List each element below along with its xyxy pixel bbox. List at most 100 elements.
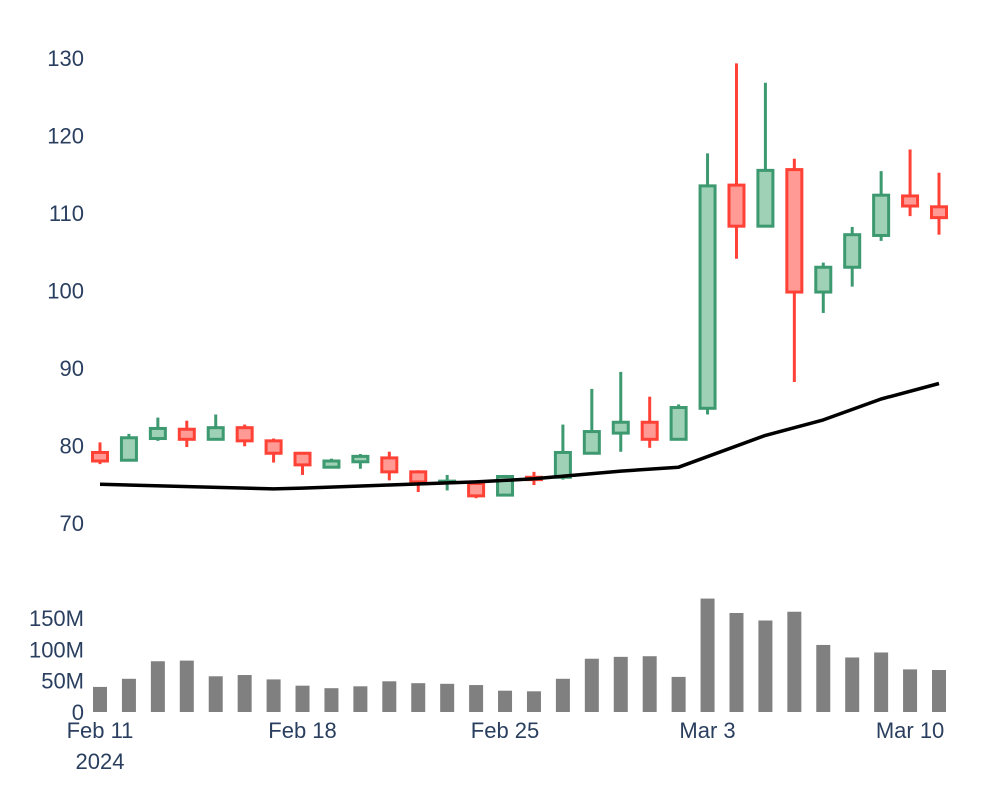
candle-body [843,233,862,269]
volume-y-tick-label: 100M [29,637,84,662]
volume-bar [353,686,368,712]
candle-body [930,205,948,220]
candle [814,262,833,313]
x-axis: Feb 11 2024 Feb 18 Feb 25 Mar 3 Mar 10 [67,718,945,774]
candle [206,414,225,441]
price-y-tick-label: 80 [60,434,84,459]
candle-body [206,426,225,441]
candle [727,63,746,259]
candle [843,226,862,287]
price-y-tick-label: 70 [60,511,84,536]
candle-body [380,456,399,474]
candle-body [640,420,659,441]
x-tick-label: Mar 3 [679,718,735,743]
candle-body [698,184,717,410]
volume-bar [758,620,773,712]
volume-panel [93,598,946,712]
candle [930,172,948,235]
volume-bar [150,661,165,712]
candle [785,158,804,382]
candle-body [756,168,775,228]
volume-bar [208,676,223,712]
candle-body [235,426,254,443]
candle-body [901,194,920,208]
volume-bar [469,685,484,712]
candle-body [727,183,746,228]
volume-bar [324,688,339,712]
candle [351,454,370,469]
price-y-axis: 70 80 90 100 110 120 130 [47,46,84,536]
x-tick-label: Feb 11 [67,718,134,743]
volume-bar [498,690,513,712]
price-panel [91,63,948,499]
candle [640,396,659,448]
volume-bar [700,598,715,712]
x-tick-label: Mar 10 [876,718,944,743]
volume-bar [671,676,686,712]
volume-bar [787,611,802,712]
candle [235,424,254,447]
x-tick-year-label: 2024 [76,749,125,774]
volume-bar [266,679,281,712]
candle [264,438,283,463]
candle [901,149,920,217]
candle [872,171,891,241]
volume-y-tick-label: 50M [41,669,84,694]
candle-body [785,168,804,294]
price-y-tick-label: 130 [47,46,84,71]
volume-bar [440,683,455,712]
volume-bar [584,658,599,712]
candle [582,388,601,455]
volume-bar [121,678,136,712]
candle-body [409,470,428,484]
volume-y-tick-label: 150M [29,606,84,631]
candle [553,424,572,480]
candle-body [611,420,630,435]
candle-body [148,426,167,441]
candle-body [322,459,341,469]
volume-bar [729,612,744,712]
candle [669,404,688,441]
candle-body [582,430,601,455]
candle-body [351,454,370,464]
candle [119,433,138,462]
volume-bar [93,686,107,712]
candle [756,82,775,228]
candle [496,474,515,497]
candle [698,153,717,415]
candle-body [814,265,833,294]
volume-bar [932,670,946,712]
moving-average-layer [99,381,940,491]
price-y-tick-label: 110 [49,201,84,226]
x-tick-label: Feb 25 [471,718,540,743]
candle [177,420,196,448]
candle [148,417,167,441]
volume-bar [613,656,628,712]
candle-body [119,436,138,462]
candle [611,371,630,452]
candle [380,451,399,481]
volume-bar [555,678,570,712]
volume-bar [845,657,860,712]
candle-body [293,451,312,467]
candle [409,470,428,492]
candle [322,458,341,469]
volume-bar [903,669,918,712]
candle-body [91,450,109,463]
volume-bar [237,675,252,712]
candle [91,442,109,465]
candle-body [669,406,688,441]
candle-body [264,439,283,455]
x-tick-label: Feb 18 [268,718,337,743]
candle [293,451,312,475]
volume-bar [179,660,194,712]
candle-body [177,427,196,441]
price-y-tick-label: 90 [60,356,84,381]
volume-y-axis: 0 50M 100M 150M [29,606,84,725]
candle-body [872,193,891,237]
volume-bar [382,681,397,712]
volume-bar [526,691,541,712]
moving-average-line [99,381,940,491]
price-y-tick-label: 120 [47,124,84,149]
